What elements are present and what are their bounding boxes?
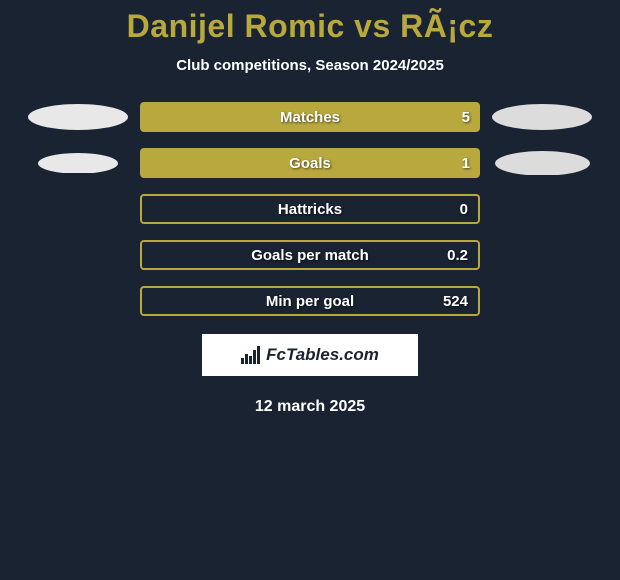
stat-bar: Min per goal 524 bbox=[140, 286, 480, 316]
comparison-widget: Danijel Romic vs RÃ¡cz Club competitions… bbox=[0, 0, 620, 416]
stat-value: 0 bbox=[460, 201, 468, 218]
right-ellipse-slot bbox=[492, 242, 592, 268]
left-ellipse-slot bbox=[28, 288, 128, 314]
stat-row: Goals per match 0.2 bbox=[0, 240, 620, 270]
logo-box: FcTables.com bbox=[202, 334, 418, 376]
left-ellipse-slot bbox=[28, 104, 128, 130]
stat-label: Goals bbox=[289, 155, 331, 172]
left-ellipse-slot bbox=[28, 150, 128, 176]
ellipse-icon bbox=[495, 151, 590, 176]
right-ellipse-slot bbox=[492, 288, 592, 314]
left-ellipse-slot bbox=[28, 196, 128, 222]
stats-rows: Matches 5 Goals 1 Hattricks 0 Goals per match 0… bbox=[0, 102, 620, 316]
stat-bar: Hattricks 0 bbox=[140, 194, 480, 224]
stat-bar: Goals 1 bbox=[140, 148, 480, 178]
left-ellipse-slot bbox=[28, 242, 128, 268]
stat-row: Min per goal 524 bbox=[0, 286, 620, 316]
stat-bar: Goals per match 0.2 bbox=[140, 240, 480, 270]
stat-value: 524 bbox=[443, 293, 468, 310]
stat-value: 0.2 bbox=[447, 247, 468, 264]
logo-text: FcTables.com bbox=[266, 345, 379, 365]
right-ellipse-slot bbox=[492, 150, 592, 176]
right-ellipse-slot bbox=[492, 196, 592, 222]
ellipse-icon bbox=[28, 104, 128, 130]
bar-chart-icon bbox=[241, 346, 260, 364]
stat-label: Goals per match bbox=[251, 247, 369, 264]
stat-label: Hattricks bbox=[278, 201, 342, 218]
ellipse-icon bbox=[492, 104, 592, 130]
stat-value: 5 bbox=[462, 109, 470, 126]
stat-value: 1 bbox=[462, 155, 470, 172]
date-label: 12 march 2025 bbox=[0, 398, 620, 416]
stat-row: Hattricks 0 bbox=[0, 194, 620, 224]
stat-label: Min per goal bbox=[266, 293, 354, 310]
right-ellipse-slot bbox=[492, 104, 592, 130]
ellipse-icon bbox=[38, 153, 118, 174]
subtitle: Club competitions, Season 2024/2025 bbox=[0, 57, 620, 74]
page-title: Danijel Romic vs RÃ¡cz bbox=[0, 8, 620, 45]
stat-row: Matches 5 bbox=[0, 102, 620, 132]
stat-row: Goals 1 bbox=[0, 148, 620, 178]
stat-bar: Matches 5 bbox=[140, 102, 480, 132]
stat-label: Matches bbox=[280, 109, 340, 126]
